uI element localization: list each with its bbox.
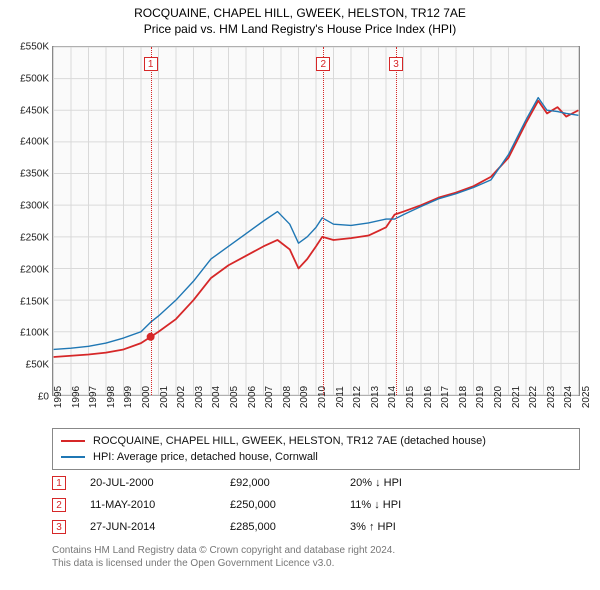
event-vline — [396, 47, 397, 395]
event-date: 11-MAY-2010 — [90, 499, 230, 511]
x-tick-label: 1995 — [53, 386, 64, 408]
y-tick-label: £450K — [20, 105, 49, 116]
y-tick-label: £300K — [20, 201, 49, 212]
x-tick-label: 2012 — [352, 386, 363, 408]
event-price: £285,000 — [230, 521, 350, 533]
y-tick-label: £550K — [20, 42, 49, 53]
chart-plot-area: £0£50K£100K£150K£200K£250K£300K£350K£400… — [52, 46, 580, 396]
event-vline-marker: 3 — [389, 57, 403, 71]
x-tick-label: 2002 — [176, 386, 187, 408]
event-marker: 1 — [52, 476, 66, 490]
x-tick-label: 2003 — [194, 386, 205, 408]
x-tick-label: 1999 — [123, 386, 134, 408]
x-tick-label: 2008 — [282, 386, 293, 408]
footer-line-1: Contains HM Land Registry data © Crown c… — [52, 544, 395, 557]
chart-container: ROCQUAINE, CHAPEL HILL, GWEEK, HELSTON, … — [0, 0, 600, 590]
chart-title: ROCQUAINE, CHAPEL HILL, GWEEK, HELSTON, … — [0, 6, 600, 20]
event-vline-marker: 2 — [316, 57, 330, 71]
event-price: £250,000 — [230, 499, 350, 511]
legend-label: HPI: Average price, detached house, Corn… — [93, 451, 318, 463]
x-tick-label: 2017 — [440, 386, 451, 408]
x-tick-label: 2016 — [423, 386, 434, 408]
title-block: ROCQUAINE, CHAPEL HILL, GWEEK, HELSTON, … — [0, 0, 600, 36]
x-tick-label: 1997 — [88, 386, 99, 408]
x-tick-label: 1996 — [71, 386, 82, 408]
event-vline — [151, 47, 152, 395]
x-tick-label: 2005 — [229, 386, 240, 408]
event-marker: 2 — [52, 498, 66, 512]
footer-attribution: Contains HM Land Registry data © Crown c… — [52, 544, 395, 570]
event-row: 2 11-MAY-2010£250,00011% ↓ HPI — [52, 494, 580, 516]
event-date: 20-JUL-2000 — [90, 477, 230, 489]
event-date: 27-JUN-2014 — [90, 521, 230, 533]
event-delta: 20% ↓ HPI — [350, 477, 470, 489]
legend-swatch — [61, 456, 85, 458]
event-marker: 3 — [52, 520, 66, 534]
x-tick-label: 2021 — [511, 386, 522, 408]
y-tick-label: £250K — [20, 232, 49, 243]
x-tick-label: 2007 — [264, 386, 275, 408]
legend-item: HPI: Average price, detached house, Corn… — [61, 449, 571, 465]
footer-line-2: This data is licensed under the Open Gov… — [52, 557, 395, 570]
event-vline-marker: 1 — [144, 57, 158, 71]
legend: ROCQUAINE, CHAPEL HILL, GWEEK, HELSTON, … — [52, 428, 580, 470]
y-tick-label: £400K — [20, 137, 49, 148]
x-tick-label: 2024 — [563, 386, 574, 408]
x-tick-label: 2025 — [581, 386, 592, 408]
event-delta: 3% ↑ HPI — [350, 521, 470, 533]
y-tick-label: £350K — [20, 169, 49, 180]
legend-item: ROCQUAINE, CHAPEL HILL, GWEEK, HELSTON, … — [61, 433, 571, 449]
y-tick-label: £50K — [26, 360, 49, 371]
x-tick-label: 2019 — [475, 386, 486, 408]
event-row: 3 27-JUN-2014£285,0003% ↑ HPI — [52, 516, 580, 538]
x-tick-label: 1998 — [106, 386, 117, 408]
x-tick-label: 2018 — [458, 386, 469, 408]
x-tick-label: 2023 — [546, 386, 557, 408]
x-tick-label: 2009 — [299, 386, 310, 408]
x-tick-label: 2022 — [528, 386, 539, 408]
event-row: 1 20-JUL-2000£92,00020% ↓ HPI — [52, 472, 580, 494]
x-tick-label: 2020 — [493, 386, 504, 408]
legend-swatch — [61, 440, 85, 442]
event-price: £92,000 — [230, 477, 350, 489]
event-vline — [323, 47, 324, 395]
events-table: 1 20-JUL-2000£92,00020% ↓ HPI 2 11-MAY-2010… — [52, 472, 580, 538]
x-tick-label: 2013 — [370, 386, 381, 408]
y-tick-label: £150K — [20, 296, 49, 307]
chart-subtitle: Price paid vs. HM Land Registry's House … — [0, 22, 600, 36]
x-tick-label: 2004 — [211, 386, 222, 408]
chart-svg — [53, 47, 579, 395]
y-tick-label: £0 — [38, 392, 49, 403]
legend-label: ROCQUAINE, CHAPEL HILL, GWEEK, HELSTON, … — [93, 435, 486, 447]
y-tick-label: £100K — [20, 328, 49, 339]
x-tick-label: 2015 — [405, 386, 416, 408]
event-delta: 11% ↓ HPI — [350, 499, 470, 511]
x-tick-label: 2011 — [335, 386, 346, 408]
y-tick-label: £200K — [20, 264, 49, 275]
y-tick-label: £500K — [20, 73, 49, 84]
x-tick-label: 2001 — [159, 386, 170, 408]
x-tick-label: 2006 — [247, 386, 258, 408]
